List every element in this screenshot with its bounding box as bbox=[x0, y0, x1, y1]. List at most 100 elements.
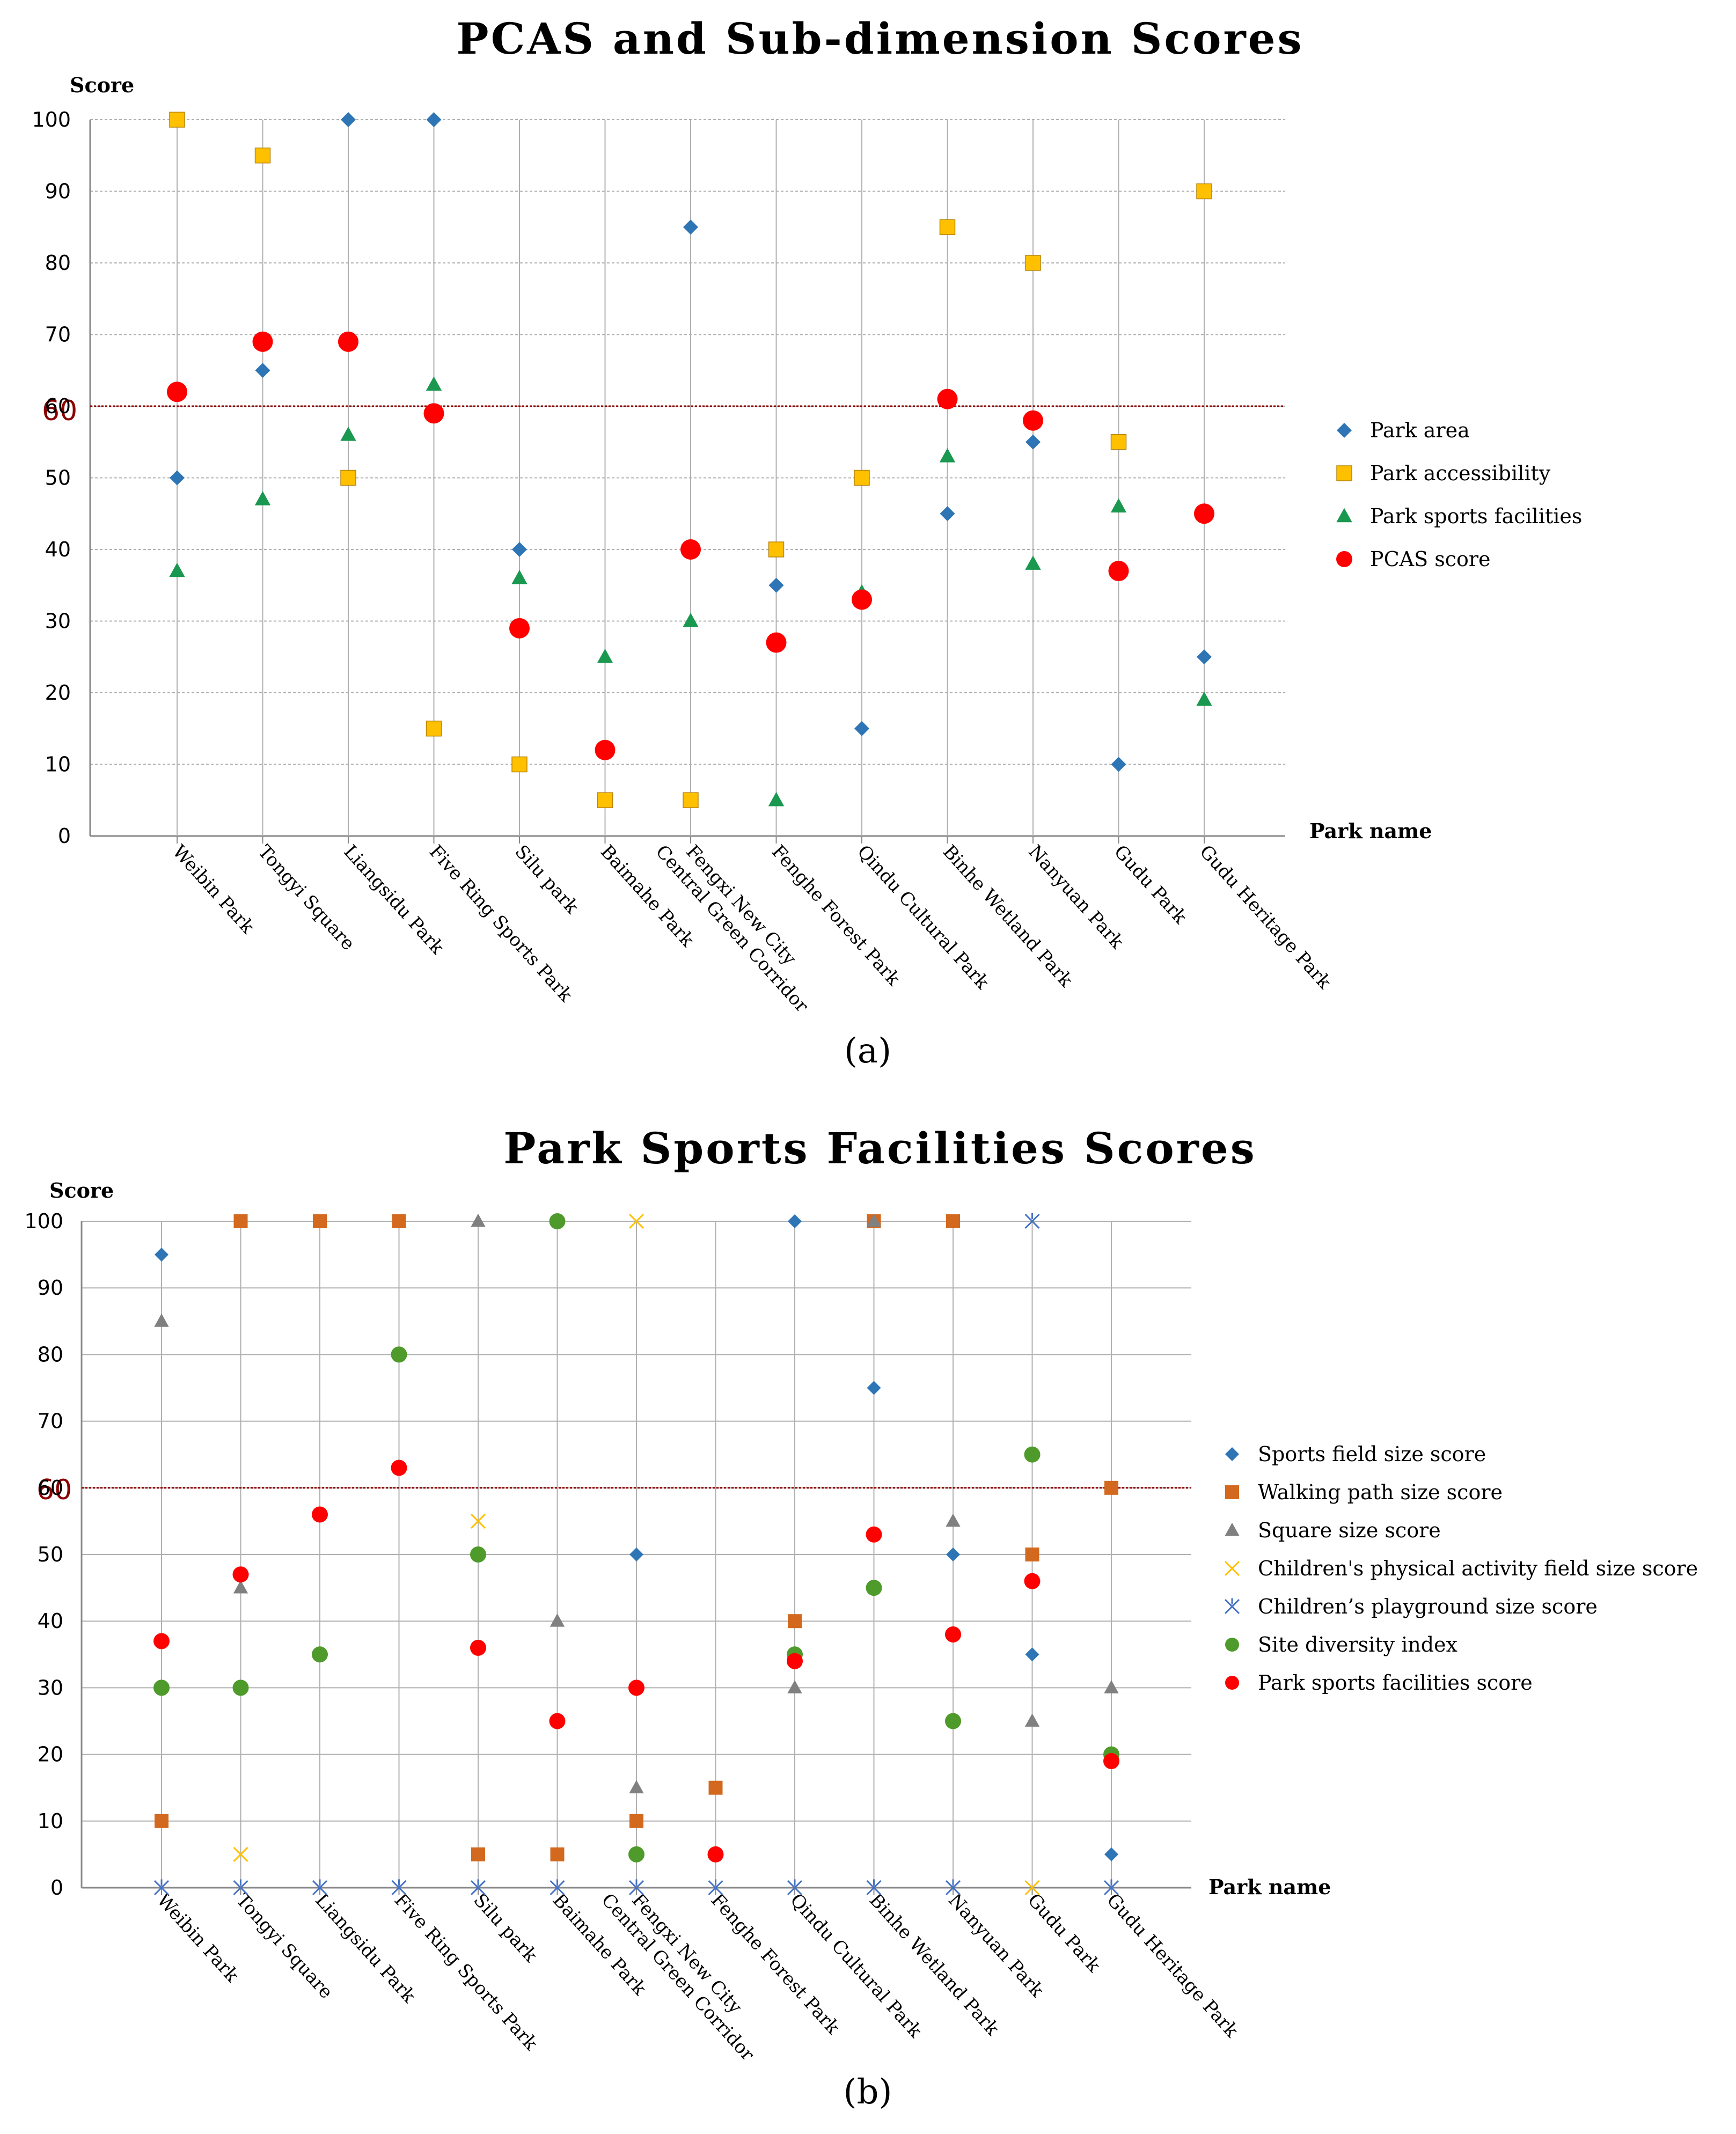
legend-marker-park-sports-facilities-score bbox=[1225, 1676, 1239, 1690]
point-park-sports-facilities-score-silu-park bbox=[470, 1639, 486, 1656]
point-site-diversity-index-fengxi-new-city-central-green-corridor bbox=[628, 1846, 644, 1862]
point-park-sports-facilities-score-five-ring-sports-park bbox=[391, 1460, 407, 1476]
point-children-s-playground-size-score-binhe-wetland-park bbox=[866, 1879, 882, 1896]
legend-label-pcas-score: PCAS score bbox=[1370, 547, 1491, 571]
point-walking-path-size-score-weibin-park bbox=[155, 1814, 169, 1828]
point-children-s-physical-activity-field-size-score-tongyi-square bbox=[233, 1846, 248, 1862]
point-walking-path-size-score-fengxi-new-city-central-green-corridor bbox=[629, 1814, 643, 1828]
y-tick-label-100: 100 bbox=[32, 108, 71, 131]
legend-marker-park-sports-facilities bbox=[1336, 508, 1352, 523]
point-park-sports-facilities-score-weibin-park bbox=[153, 1633, 170, 1649]
point-site-diversity-index-five-ring-sports-park bbox=[391, 1346, 407, 1363]
legend-label-children-s-physical-activity-field-size-score: Children's physical activity field size … bbox=[1258, 1557, 1698, 1580]
point-walking-path-size-score-fenghe-forest-park bbox=[708, 1780, 723, 1795]
point-park-sports-facilities-gudu-park bbox=[1110, 498, 1127, 513]
point-park-area-gudu-heritage-park bbox=[1197, 649, 1212, 665]
y-tick-label-0: 0 bbox=[58, 824, 71, 848]
y-tick-label-40: 40 bbox=[45, 538, 71, 561]
legend-marker-square-size-score bbox=[1225, 1522, 1240, 1536]
point-children-s-playground-size-score-baimahe-park bbox=[550, 1879, 565, 1896]
point-pcas-score-fengxi-new-city-central-green-corridor bbox=[680, 539, 701, 560]
category-label-qindu-cultural-park: Qindu Cultural Park bbox=[786, 1889, 926, 2042]
point-walking-path-size-score-liangsidu-park bbox=[313, 1214, 327, 1228]
y-tick-label-70: 70 bbox=[45, 323, 71, 347]
point-park-area-five-ring-sports-park bbox=[426, 112, 442, 127]
point-children-s-playground-size-score-five-ring-sports-park bbox=[391, 1879, 407, 1896]
point-park-area-fenghe-forest-park bbox=[768, 577, 784, 593]
point-park-accessibility-weibin-park bbox=[169, 112, 185, 128]
point-park-sports-facilities-gudu-heritage-park bbox=[1196, 691, 1212, 706]
point-site-diversity-index-tongyi-square bbox=[232, 1680, 249, 1696]
legend-marker-children-s-playground-size-score bbox=[1224, 1598, 1240, 1615]
point-square-size-score-binhe-wetland-park bbox=[866, 1213, 882, 1227]
point-park-area-fengxi-new-city-central-green-corridor bbox=[683, 219, 698, 235]
point-park-sports-facilities-score-nanyuan-park bbox=[945, 1626, 961, 1643]
chart-a-caption: (a) bbox=[844, 1031, 891, 1071]
point-pcas-score-liangsidu-park bbox=[338, 331, 358, 352]
point-square-size-score-gudu-heritage-park bbox=[1104, 1680, 1119, 1693]
point-pcas-score-silu-park bbox=[509, 618, 530, 639]
legend-marker-children-s-physical-activity-field-size-score bbox=[1224, 1560, 1240, 1576]
y-tick-label-60: 60 bbox=[45, 394, 71, 418]
point-park-sports-facilities-score-fengxi-new-city-central-green-corridor bbox=[628, 1680, 644, 1696]
point-pcas-score-baimahe-park bbox=[595, 739, 616, 760]
point-site-diversity-index-binhe-wetland-park bbox=[866, 1580, 882, 1596]
point-pcas-score-qindu-cultural-park bbox=[852, 589, 872, 610]
point-park-accessibility-gudu-heritage-park bbox=[1196, 183, 1212, 200]
chart-a-y-ticks: 0 10 20 30 40 50 60 70 80 90 100 bbox=[32, 108, 71, 848]
point-park-accessibility-five-ring-sports-park bbox=[426, 721, 442, 737]
category-label-five-ring-sports-park: Five Ring Sports Park bbox=[425, 841, 577, 1006]
point-walking-path-size-score-nanyuan-park bbox=[946, 1214, 960, 1228]
point-children-s-playground-size-score-silu-park bbox=[470, 1879, 486, 1896]
point-park-accessibility-fengxi-new-city-central-green-corridor bbox=[683, 792, 699, 808]
point-park-accessibility-tongyi-square bbox=[254, 148, 271, 164]
legend-label-walking-path-size-score: Walking path size score bbox=[1258, 1480, 1503, 1504]
chart-a-legend: Park area Park accessibility Park sports f… bbox=[1336, 419, 1582, 571]
point-sports-field-size-score-nanyuan-park bbox=[946, 1548, 960, 1561]
category-label-gudu-heritage-park: Gudu Heritage Park bbox=[1195, 841, 1335, 993]
y-tick-label-20: 20 bbox=[45, 681, 71, 705]
y-tick-label-60: 60 bbox=[38, 1476, 63, 1500]
chart-a-x-axis-title: Park name bbox=[1309, 819, 1432, 843]
point-park-sports-facilities-score-baimahe-park bbox=[549, 1713, 566, 1729]
category-label-five-ring-sports-park: Five Ring Sports Park bbox=[390, 1889, 542, 2055]
legend-label-park-sports-facilities: Park sports facilities bbox=[1370, 504, 1582, 528]
y-tick-label-50: 50 bbox=[45, 466, 71, 490]
legend-marker-site-diversity-index bbox=[1225, 1638, 1239, 1652]
y-tick-label-10: 10 bbox=[45, 753, 71, 776]
point-park-sports-facilities-score-gudu-park bbox=[1024, 1573, 1041, 1589]
y-tick-label-90: 90 bbox=[38, 1276, 63, 1300]
point-square-size-score-tongyi-square bbox=[233, 1580, 248, 1594]
point-sports-field-size-score-binhe-wetland-park bbox=[867, 1381, 881, 1395]
chart-b-sports-facilities: Park Sports Facilities Scores Score Park… bbox=[24, 1123, 1698, 2112]
point-park-sports-facilities-fenghe-forest-park bbox=[768, 791, 785, 806]
chart-a-y-axis-title: Score bbox=[70, 73, 134, 97]
legend-marker-sports-field-size-score bbox=[1225, 1447, 1239, 1461]
chart-b-data-marks bbox=[153, 1213, 1119, 1896]
point-site-diversity-index-baimahe-park bbox=[549, 1213, 566, 1229]
point-sports-field-size-score-weibin-park bbox=[155, 1248, 169, 1262]
y-tick-label-0: 0 bbox=[50, 1876, 63, 1900]
y-tick-label-20: 20 bbox=[38, 1743, 63, 1766]
point-pcas-score-weibin-park bbox=[167, 382, 187, 402]
point-square-size-score-weibin-park bbox=[154, 1314, 169, 1327]
category-label-gudu-park: Gudu Park bbox=[1023, 1889, 1105, 1976]
point-children-s-playground-size-score-qindu-cultural-park bbox=[787, 1879, 803, 1896]
point-square-size-score-nanyuan-park bbox=[946, 1513, 961, 1527]
point-sports-field-size-score-qindu-cultural-park bbox=[788, 1214, 802, 1228]
y-tick-label-100: 100 bbox=[24, 1209, 63, 1233]
point-park-sports-facilities-fengxi-new-city-central-green-corridor bbox=[683, 613, 699, 627]
point-sports-field-size-score-fengxi-new-city-central-green-corridor bbox=[629, 1548, 643, 1561]
point-park-area-nanyuan-park bbox=[1026, 434, 1041, 450]
point-pcas-score-five-ring-sports-park bbox=[423, 403, 444, 424]
point-walking-path-size-score-five-ring-sports-park bbox=[392, 1214, 406, 1228]
point-children-s-playground-size-score-liangsidu-park bbox=[312, 1879, 328, 1896]
point-children-s-playground-size-score-fengxi-new-city-central-green-corridor bbox=[628, 1879, 644, 1896]
chart-b-title: Park Sports Facilities Scores bbox=[503, 1123, 1257, 1174]
point-children-s-playground-size-score-weibin-park bbox=[153, 1879, 170, 1896]
point-park-sports-facilities-silu-park bbox=[511, 570, 528, 584]
point-site-diversity-index-gudu-park bbox=[1024, 1446, 1041, 1463]
legend-marker-park-accessibility bbox=[1336, 465, 1352, 481]
